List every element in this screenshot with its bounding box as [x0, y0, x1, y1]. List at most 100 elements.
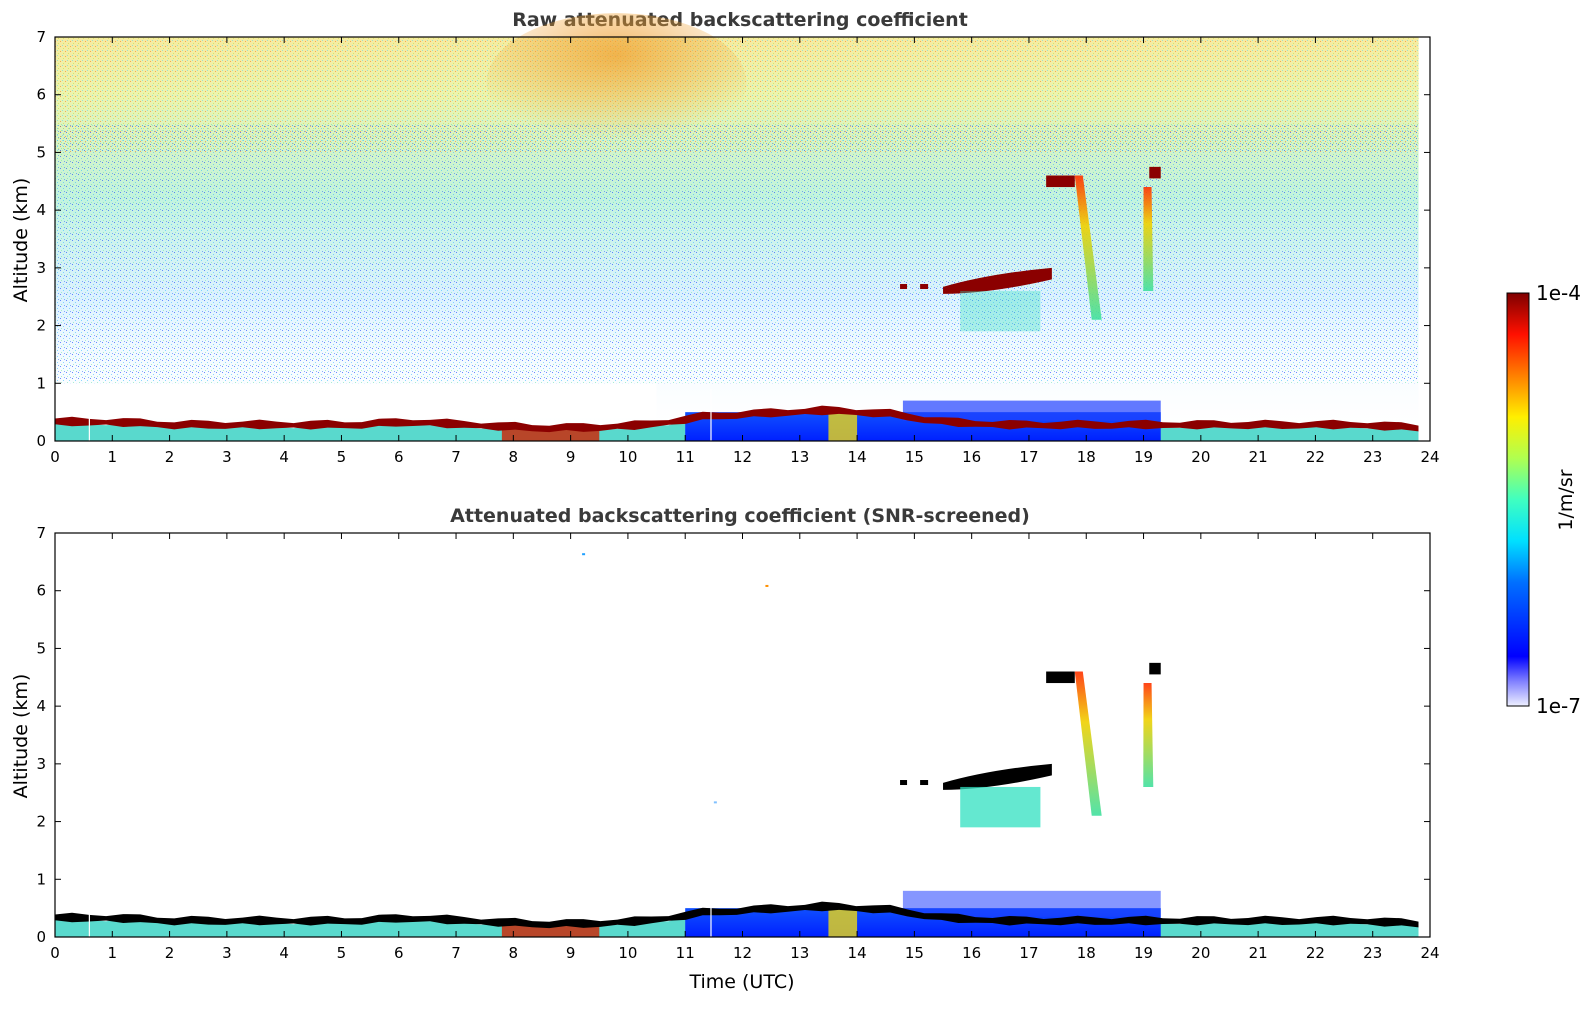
screened-y-axis-label: Altitude (km) — [10, 674, 32, 799]
x-tick-label: 12 — [733, 448, 752, 466]
x-tick-label: 18 — [1077, 944, 1096, 962]
x-tick-label: 2 — [165, 944, 175, 962]
raw-heatmap — [55, 13, 1419, 441]
x-tick-label: 1 — [108, 448, 118, 466]
x-tick-label: 22 — [1306, 944, 1325, 962]
boundary-layer-top — [55, 901, 1419, 929]
y-tick-label: 0 — [36, 432, 46, 450]
x-tick-label: 4 — [279, 944, 289, 962]
x-tick-label: 5 — [337, 448, 347, 466]
colorbar: 1e-4 1e-7 1/m/sr — [1506, 281, 1581, 718]
x-tick-label: 14 — [848, 448, 867, 466]
cloud-fragment — [920, 780, 929, 786]
upper-cloud — [1149, 662, 1161, 675]
raw-y-axis-label: Altitude (km) — [10, 178, 32, 303]
convective-plume — [828, 908, 858, 937]
residual-layer — [902, 400, 1161, 421]
fall-streak — [1074, 671, 1102, 816]
screened-panel-title: Attenuated backscattering coefficient (S… — [450, 505, 1030, 527]
x-tick-label: 2 — [165, 448, 175, 466]
x-tick-label: 14 — [848, 944, 867, 962]
solar-noise-patch — [486, 13, 747, 154]
y-tick-label: 6 — [36, 86, 46, 104]
x-tick-label: 15 — [905, 944, 924, 962]
screened-plot-frame — [54, 532, 1431, 938]
x-tick-label: 3 — [222, 944, 232, 962]
x-tick-label: 1 — [108, 944, 118, 962]
x-tick-label: 0 — [50, 448, 60, 466]
x-tick-label: 22 — [1306, 448, 1325, 466]
x-tick-label: 15 — [905, 448, 924, 466]
mid-level-cloud — [943, 763, 1052, 790]
colorbar-scale — [1506, 292, 1530, 707]
y-tick-label: 2 — [36, 813, 46, 831]
x-tick-label: 24 — [1420, 448, 1439, 466]
fall-streak — [1143, 187, 1154, 291]
x-tick-label: 0 — [50, 944, 60, 962]
x-tick-label: 11 — [676, 448, 695, 466]
x-tick-label: 9 — [566, 944, 576, 962]
y-tick-label: 7 — [36, 28, 46, 46]
x-tick-label: 5 — [337, 944, 347, 962]
x-tick-label: 10 — [618, 944, 637, 962]
x-tick-label: 6 — [394, 944, 404, 962]
x-tick-label: 8 — [509, 944, 519, 962]
upper-cloud — [1149, 166, 1161, 179]
x-tick-label: 4 — [279, 448, 289, 466]
x-tick-label: 17 — [1019, 944, 1038, 962]
surface-aerosol — [501, 429, 600, 441]
x-tick-label: 3 — [222, 448, 232, 466]
upper-cloud — [1046, 175, 1075, 188]
x-tick-label: 21 — [1249, 944, 1268, 962]
x-tick-label: 16 — [962, 448, 981, 466]
y-tick-label: 6 — [36, 582, 46, 600]
y-tick-label: 7 — [36, 524, 46, 542]
screened-heatmap — [55, 553, 1419, 937]
x-tick-label: 19 — [1134, 944, 1153, 962]
x-tick-label: 6 — [394, 448, 404, 466]
screened-y-ticks: 0 1 2 3 4 5 6 7 — [36, 524, 1430, 946]
clear-gap — [55, 383, 657, 418]
x-tick-label: 8 — [509, 448, 519, 466]
x-tick-label: 13 — [790, 448, 809, 466]
y-tick-label: 0 — [36, 928, 46, 946]
y-tick-label: 4 — [36, 201, 46, 219]
fall-streak — [1074, 175, 1102, 320]
colorbar-unit-label: 1/m/sr — [1555, 469, 1577, 530]
x-tick-label: 10 — [618, 448, 637, 466]
noise-texture — [55, 123, 1419, 384]
raw-y-ticks: 0 1 2 3 4 5 6 7 — [36, 28, 1430, 450]
y-tick-label: 3 — [36, 755, 46, 773]
virga — [960, 786, 1041, 828]
x-tick-label: 9 — [566, 448, 576, 466]
x-tick-label: 16 — [962, 944, 981, 962]
surface-aerosol — [501, 925, 600, 937]
x-tick-label: 20 — [1191, 944, 1210, 962]
x-tick-label: 19 — [1134, 448, 1153, 466]
cloud-fragment — [900, 780, 908, 786]
x-tick-label: 12 — [733, 944, 752, 962]
x-tick-label: 7 — [451, 944, 461, 962]
virga — [960, 290, 1041, 332]
residual-layer — [902, 890, 1161, 917]
x-tick-label: 13 — [790, 944, 809, 962]
convective-plume — [828, 412, 858, 441]
y-tick-label: 2 — [36, 317, 46, 335]
colorbar-min-label: 1e-7 — [1536, 694, 1581, 718]
x-axis-label: Time (UTC) — [688, 971, 794, 993]
x-tick-label: 18 — [1077, 448, 1096, 466]
colorbar-max-label: 1e-4 — [1536, 281, 1581, 305]
y-tick-label: 5 — [36, 143, 46, 161]
x-tick-label: 23 — [1363, 448, 1382, 466]
y-tick-label: 1 — [36, 870, 46, 888]
x-tick-label: 11 — [676, 944, 695, 962]
sparse-echo — [765, 584, 769, 587]
screened-x-ticks: 0 1 2 3 4 5 6 7 8 9 10 11 12 13 14 15 16 17 18 19 20 21 22 23 24 — [50, 533, 1440, 962]
x-tick-label: 7 — [451, 448, 461, 466]
y-tick-label: 1 — [36, 374, 46, 392]
cloud-fragment — [920, 284, 929, 290]
cloud-fragment — [900, 284, 908, 290]
upper-cloud — [1046, 671, 1075, 684]
boundary-layer-top — [55, 405, 1419, 433]
